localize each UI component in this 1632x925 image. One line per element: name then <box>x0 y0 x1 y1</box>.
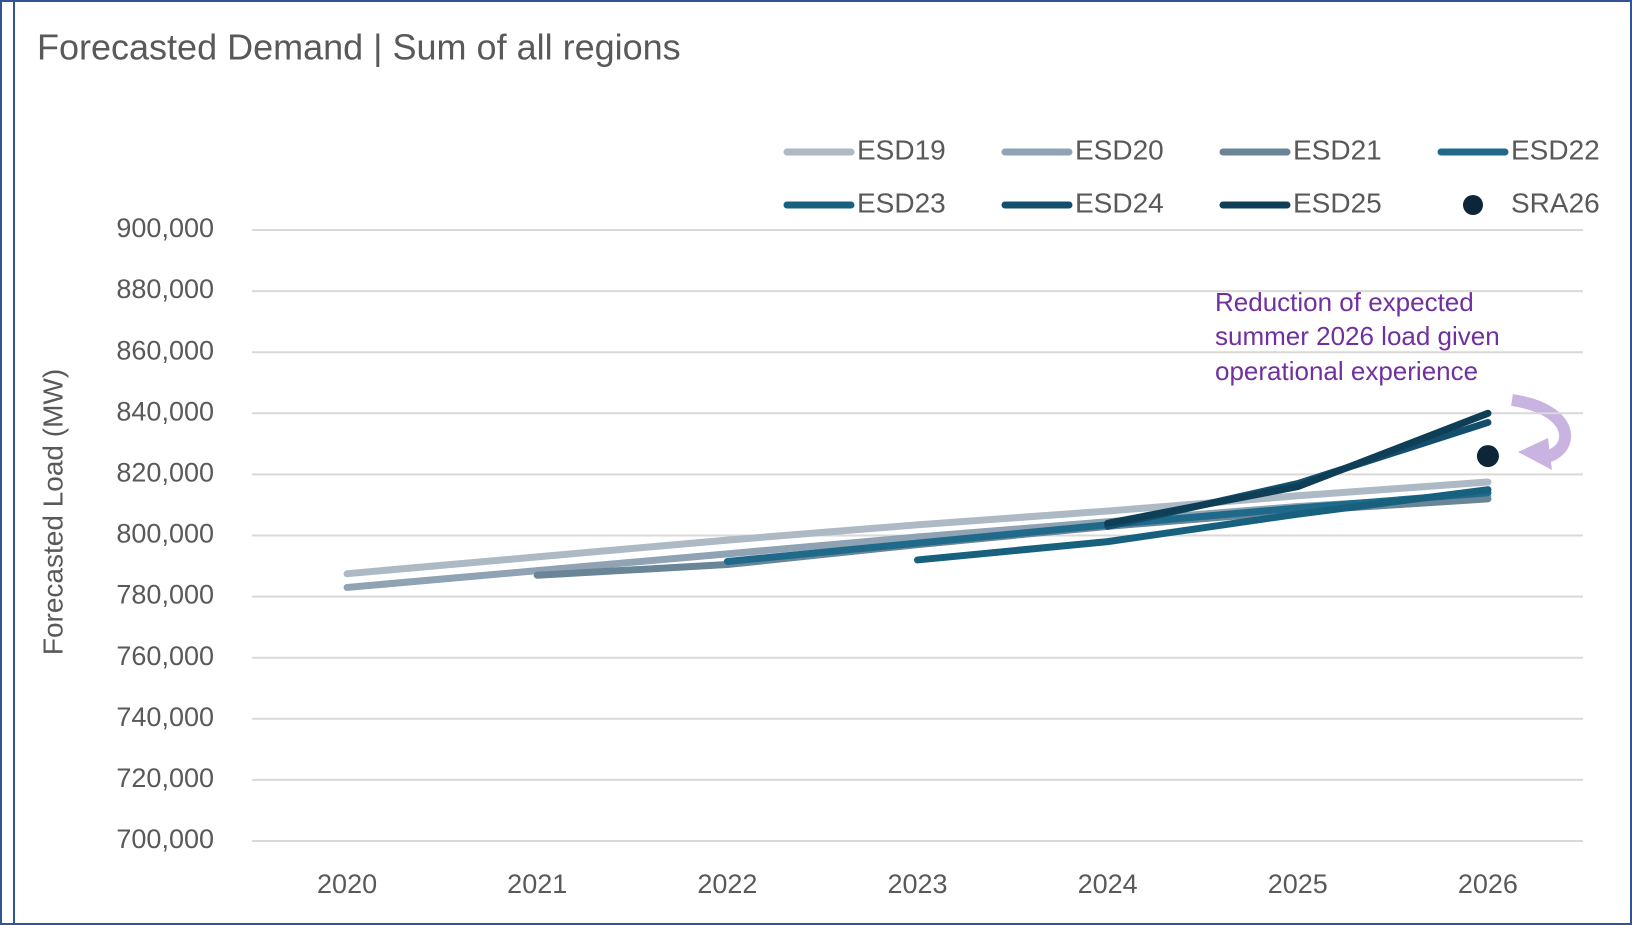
y-tick-label: 720,000 <box>116 763 214 793</box>
y-tick-label: 860,000 <box>116 335 214 365</box>
legend-label: ESD20 <box>1075 134 1164 165</box>
annotation: operational experience <box>1215 356 1478 386</box>
legend-label: ESD22 <box>1511 134 1600 165</box>
annotation-arrow <box>1511 394 1572 464</box>
y-tick-label: 760,000 <box>116 641 214 671</box>
x-tick-label: 2022 <box>697 869 757 899</box>
legend-label: ESD23 <box>857 187 946 218</box>
x-tick-label: 2026 <box>1458 869 1518 899</box>
x-tick-label: 2021 <box>507 869 567 899</box>
annotation: summer 2026 load given <box>1215 321 1500 351</box>
chart-title: Forecasted Demand | Sum of all regions <box>37 27 681 68</box>
series-line <box>343 478 1492 578</box>
y-tick-label: 780,000 <box>116 580 214 610</box>
y-tick-label: 840,000 <box>116 396 214 426</box>
y-tick-label: 880,000 <box>116 274 214 304</box>
y-tick-label: 700,000 <box>116 824 214 854</box>
legend-label: ESD24 <box>1075 187 1164 218</box>
y-tick-label: 820,000 <box>116 458 214 488</box>
x-tick-label: 2023 <box>887 869 947 899</box>
x-tick-label: 2025 <box>1268 869 1328 899</box>
legend-label: ESD19 <box>857 134 946 165</box>
series-line <box>1104 409 1492 527</box>
x-tick-label: 2020 <box>317 869 377 899</box>
x-tick-label: 2024 <box>1078 869 1138 899</box>
legend-label: SRA26 <box>1511 187 1600 218</box>
legend-marker <box>1463 195 1483 215</box>
legend-label: ESD21 <box>1293 134 1382 165</box>
y-tick-label: 740,000 <box>116 702 214 732</box>
data-point <box>1476 445 1499 468</box>
y-tick-label: 800,000 <box>116 519 214 549</box>
legend-label: ESD25 <box>1293 187 1382 218</box>
series-line <box>914 486 1492 564</box>
annotation-arrowhead <box>1518 438 1552 470</box>
y-tick-label: 900,000 <box>116 213 214 243</box>
y-axis-label: Forecasted Load (MW) <box>37 369 68 655</box>
